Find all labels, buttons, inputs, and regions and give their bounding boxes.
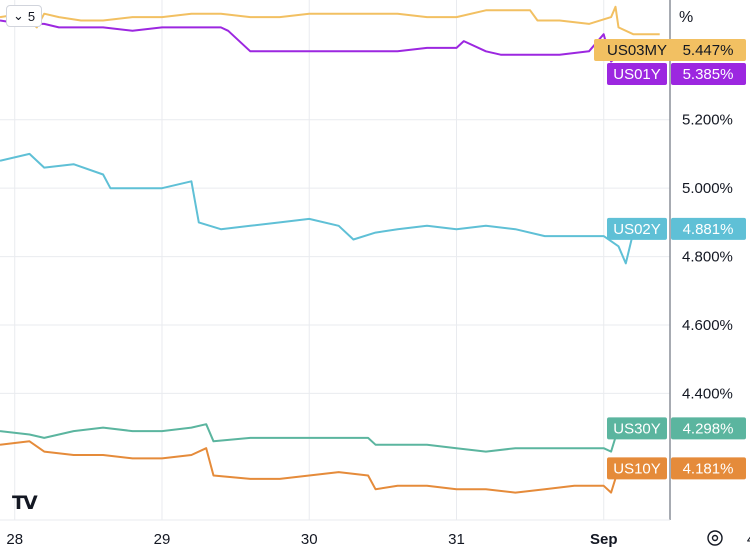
y-tick-label: 4.400% — [682, 385, 733, 402]
price-axis-ticks: 5.200% 5.000% 4.800% 4.600% 4.400% — [682, 112, 733, 403]
series-line-us01y[interactable] — [0, 19, 660, 63]
last-label-us03my: US03MY 5.447% — [594, 39, 746, 61]
legend-collapse-button[interactable]: ⌄ 5 — [6, 5, 43, 27]
series-line-us30y[interactable] — [0, 423, 660, 453]
last-label-value-box — [671, 39, 746, 61]
x-tick-label: 4 — [747, 531, 750, 548]
unit-label: % — [679, 9, 693, 26]
last-label-value-box — [671, 417, 746, 440]
x-tick-label: 31 — [448, 531, 465, 548]
y-tick-label: 5.200% — [682, 112, 733, 129]
x-tick-label: 28 — [6, 531, 23, 548]
y-tick-label: 4.800% — [682, 249, 733, 266]
last-label-value: 5.385% — [683, 66, 734, 83]
last-value-labels: US03MY 5.447% US01Y 5.385% US02Y 4.881% US30Y 4… — [594, 39, 746, 480]
last-label-us02y: US02Y 4.881% — [607, 217, 746, 240]
last-label-value: 4.298% — [683, 420, 734, 437]
tradingview-logo[interactable]: TV — [12, 492, 38, 514]
last-label-value: 5.447% — [683, 42, 734, 59]
series-line-us10y[interactable] — [0, 440, 660, 494]
last-label-name: US10Y — [613, 460, 661, 477]
series-line-us02y[interactable] — [0, 152, 660, 265]
last-label-name-box — [607, 417, 667, 440]
last-label-us10y: US10Y 4.181% — [607, 457, 746, 480]
last-label-us30y: US30Y 4.298% — [607, 417, 746, 440]
last-label-value-box — [671, 63, 746, 85]
time-axis-ticks: 28 29 30 31 Sep 4 — [6, 531, 750, 548]
last-label-value-box — [671, 217, 746, 240]
last-label-name: US30Y — [613, 420, 661, 437]
last-label-name: US01Y — [613, 66, 661, 83]
y-tick-label: 4.600% — [682, 317, 733, 334]
series-line-us03my[interactable] — [0, 5, 660, 36]
gear-icon[interactable] — [706, 529, 724, 547]
last-label-name-box — [594, 39, 680, 61]
grid-lines — [0, 0, 670, 520]
y-tick-label: 5.000% — [682, 180, 733, 197]
x-tick-label: 30 — [301, 531, 318, 548]
last-label-value-box — [671, 457, 746, 480]
last-label-name-box — [607, 457, 667, 480]
last-label-us01y: US01Y 5.385% — [607, 63, 746, 85]
legend-count: 5 — [27, 8, 36, 24]
x-tick-label: Sep — [590, 531, 618, 548]
last-label-value: 4.181% — [683, 460, 734, 477]
last-label-name: US02Y — [613, 221, 661, 238]
last-label-name-box — [607, 63, 667, 85]
series-lines — [0, 5, 660, 494]
x-tick-label: 29 — [154, 531, 171, 548]
last-label-value: 4.881% — [683, 221, 734, 238]
last-label-name: US03MY — [607, 42, 667, 59]
last-label-name-box — [607, 217, 667, 240]
chevron-down-icon: ⌄ — [13, 8, 24, 23]
